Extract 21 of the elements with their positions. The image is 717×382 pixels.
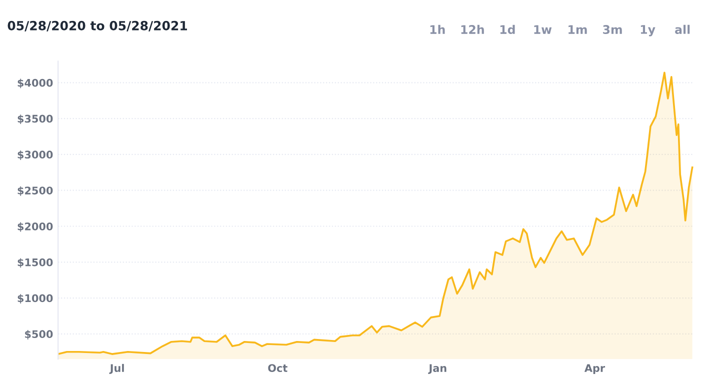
y-tick-label: $4000 xyxy=(18,78,53,88)
chart-title: 05/28/2020 to 05/28/2021 xyxy=(8,20,187,32)
text: 1w xyxy=(534,25,552,34)
y-tick-label: $3000 xyxy=(18,150,53,160)
text: 3m xyxy=(603,25,622,34)
text: 1h xyxy=(430,24,445,34)
x-tick-label: Jul xyxy=(109,364,124,374)
y-tick-label: $1000 xyxy=(18,294,53,304)
y-tick-label: $2000 xyxy=(18,222,53,232)
y-tick-label: $2500 xyxy=(18,186,53,196)
y-tick-label: $500 xyxy=(25,330,53,340)
text: 12h xyxy=(461,24,484,34)
x-tick-label: Apr xyxy=(584,364,606,374)
x-tick-label: Jan xyxy=(428,364,446,374)
text: 1y xyxy=(640,25,656,36)
text: 1m xyxy=(568,25,587,34)
y-tick-label: $3500 xyxy=(18,114,53,124)
text: 1d xyxy=(500,24,515,34)
text: all xyxy=(675,24,690,34)
x-tick-label: Oct xyxy=(268,364,288,372)
y-tick-label: $1500 xyxy=(18,258,53,268)
